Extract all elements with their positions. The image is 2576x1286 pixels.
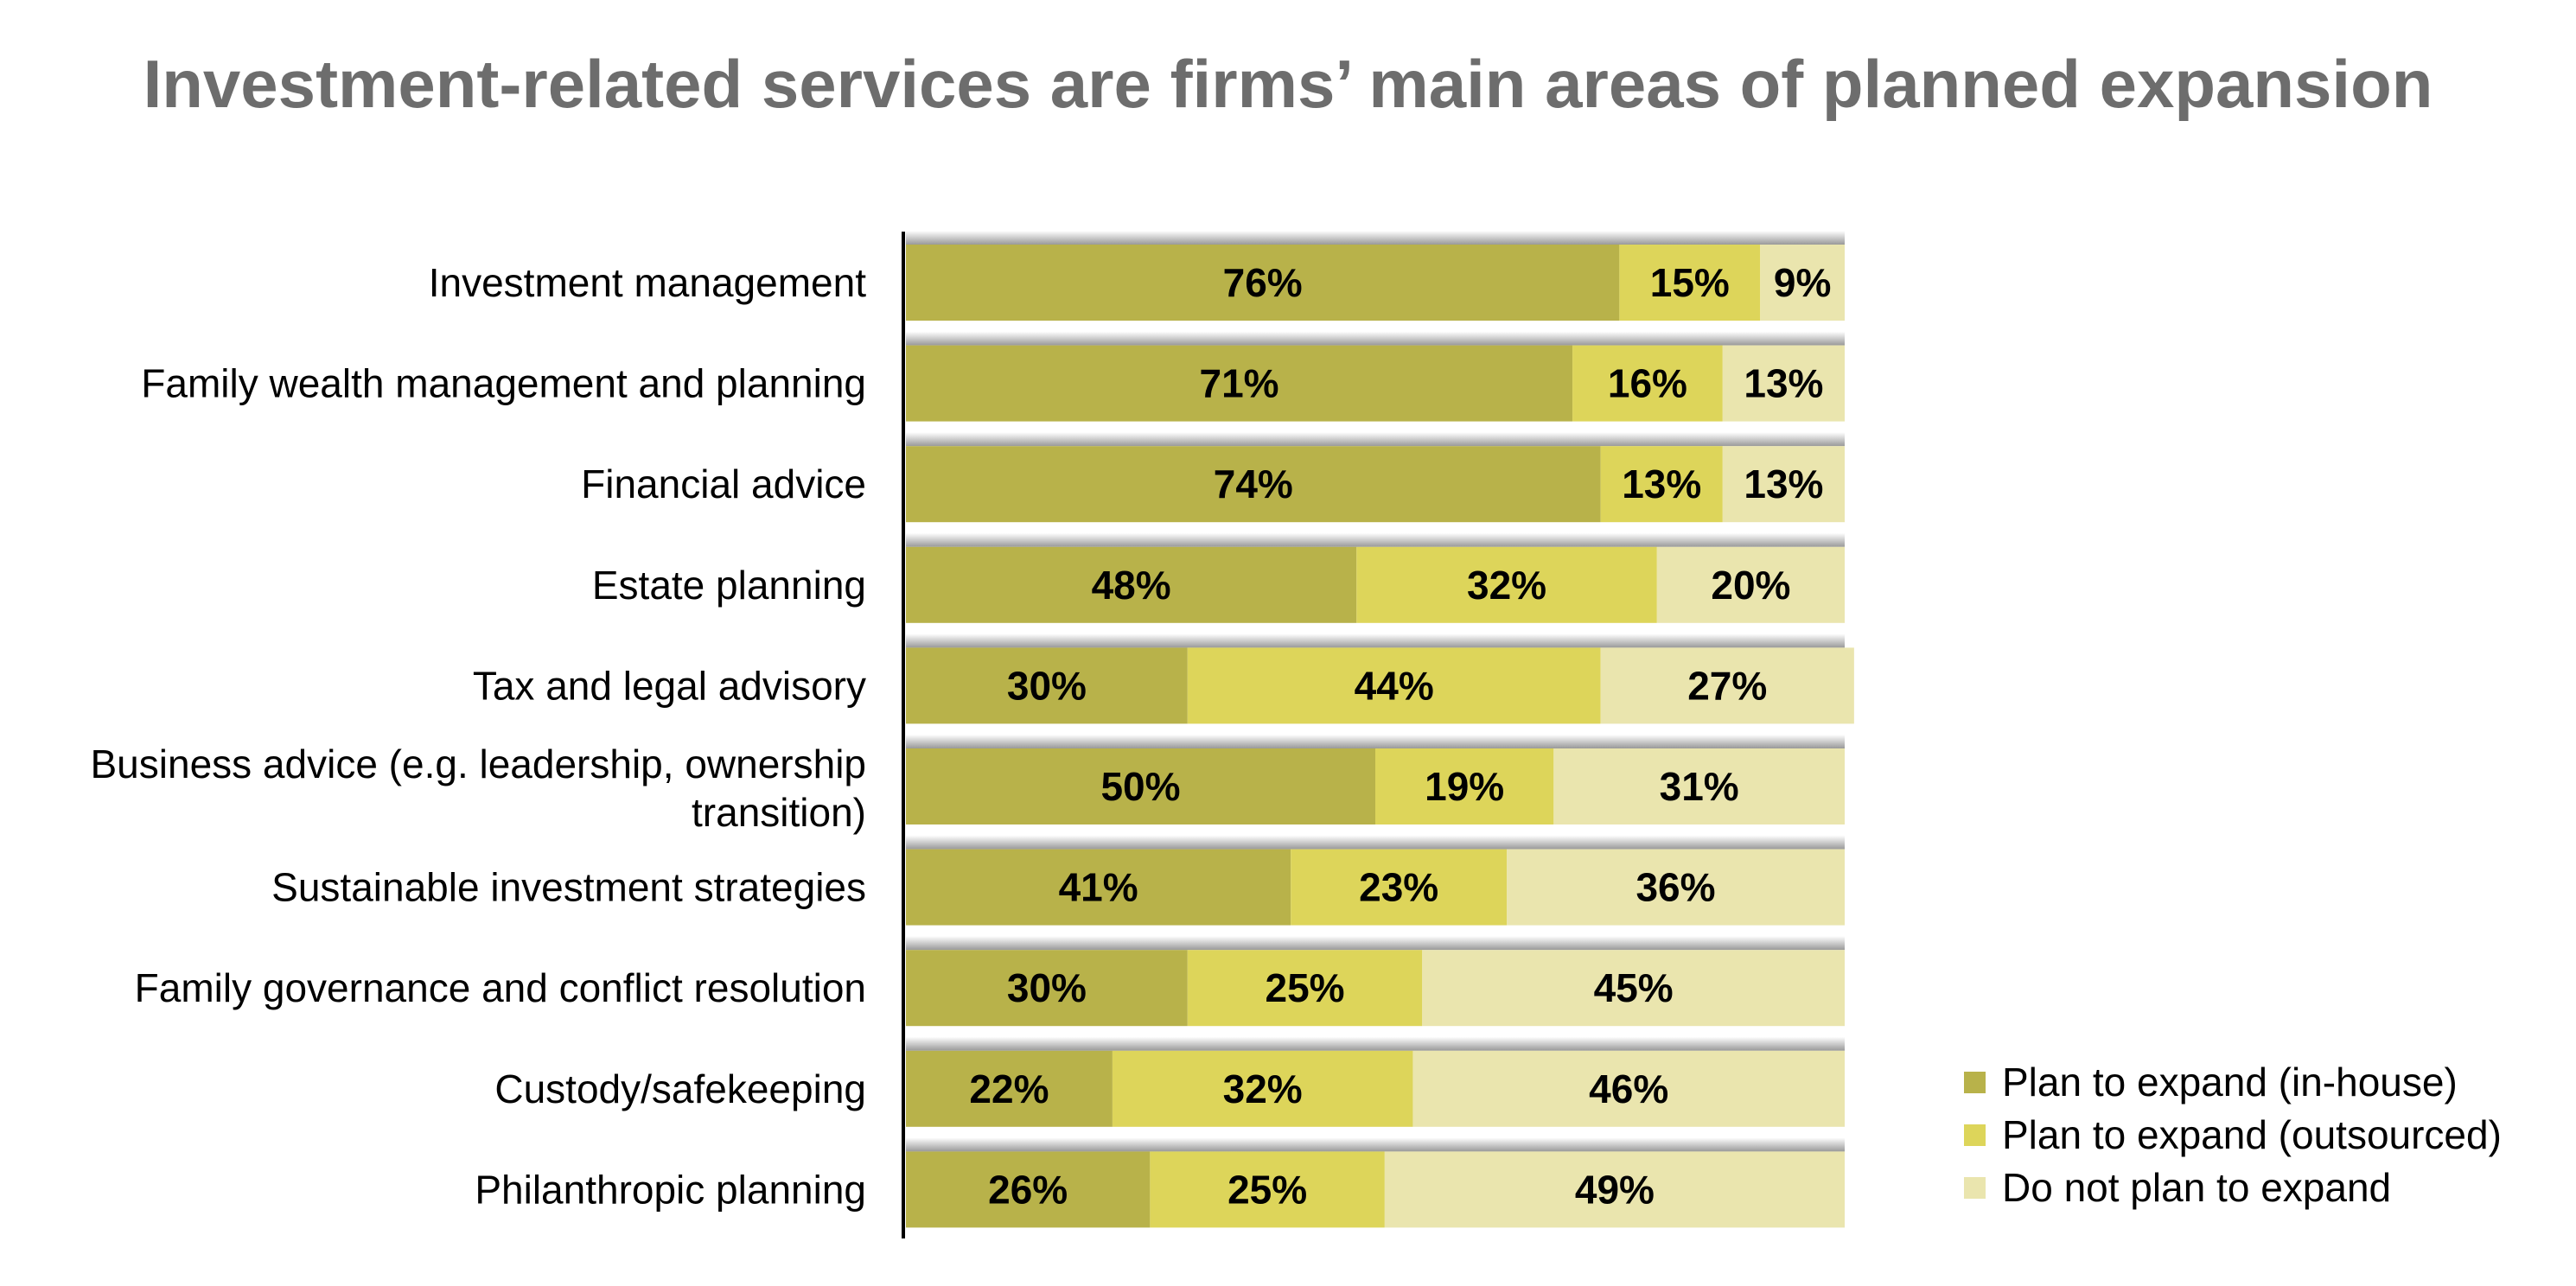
legend-label: Plan to expand (in-house) xyxy=(2002,1060,2458,1105)
data-label: 31% xyxy=(1660,764,1739,809)
data-label: 22% xyxy=(969,1066,1049,1111)
data-label: 16% xyxy=(1608,361,1687,406)
data-label: 74% xyxy=(1214,462,1293,506)
data-label: 13% xyxy=(1622,462,1701,506)
data-label: 25% xyxy=(1227,1167,1307,1212)
data-label: 76% xyxy=(1223,260,1303,305)
data-label: 32% xyxy=(1467,563,1546,608)
data-label: 23% xyxy=(1359,865,1438,910)
bar-segment xyxy=(1619,245,1761,321)
data-label: 27% xyxy=(1687,663,1767,708)
data-label: 46% xyxy=(1589,1066,1668,1111)
bar-shadow xyxy=(906,735,1845,748)
bar-segment xyxy=(1760,245,1845,321)
data-label: 15% xyxy=(1650,260,1730,305)
legend-swatch xyxy=(1964,1177,1986,1199)
data-label: 13% xyxy=(1744,361,1823,406)
bar-segment xyxy=(906,546,1357,623)
data-label: 30% xyxy=(1007,663,1087,708)
data-label: 49% xyxy=(1575,1167,1655,1212)
bar-shadow xyxy=(906,936,1845,951)
bar-segment xyxy=(906,748,1375,824)
bar-segment xyxy=(906,950,1188,1027)
bar-segment xyxy=(1572,345,1723,422)
category-label: Family governance and conflict resolutio… xyxy=(135,965,866,1010)
bar-segment xyxy=(1150,1151,1385,1228)
bar-shadow xyxy=(906,835,1845,850)
bar-segment xyxy=(906,1050,1113,1127)
bar-segment xyxy=(1600,647,1854,724)
bar-shadow xyxy=(906,432,1845,447)
bar-segment xyxy=(1722,345,1845,422)
data-label: 44% xyxy=(1355,663,1434,708)
bar-segment xyxy=(1112,1050,1413,1127)
bar-segment xyxy=(1422,950,1845,1027)
data-label: 25% xyxy=(1266,965,1345,1010)
bar-shadow xyxy=(906,1036,1845,1051)
bar-segment xyxy=(906,245,1620,321)
category-label: Estate planning xyxy=(592,563,866,608)
bar-shadow xyxy=(906,331,1845,346)
bar-segment xyxy=(1507,849,1845,926)
data-label: 19% xyxy=(1425,764,1504,809)
bar-segment xyxy=(1187,950,1423,1027)
bar-segment xyxy=(906,647,1188,724)
category-label: Custody/safekeeping xyxy=(494,1066,866,1111)
bar-segment xyxy=(1291,849,1508,926)
category-label: Philanthropic planning xyxy=(475,1167,866,1212)
bar-segment xyxy=(906,345,1573,422)
data-label: 45% xyxy=(1594,965,1674,1010)
bar-segment xyxy=(1356,546,1657,623)
category-label: Investment management xyxy=(429,260,866,305)
data-label: 20% xyxy=(1711,563,1790,608)
bar-segment xyxy=(906,849,1291,926)
bar-segment xyxy=(1656,546,1845,623)
category-label: Tax and legal advisory xyxy=(473,663,866,708)
bar-segment xyxy=(1553,748,1845,824)
bar-shadow xyxy=(906,231,1845,245)
bar-segment xyxy=(1187,647,1601,724)
bar-segment xyxy=(1375,748,1554,824)
bar-segment xyxy=(1384,1151,1845,1228)
data-label: 9% xyxy=(1774,260,1831,305)
bar-segment xyxy=(906,446,1601,523)
data-label: 71% xyxy=(1199,361,1278,406)
data-label: 41% xyxy=(1059,865,1138,910)
bar-segment xyxy=(1600,446,1723,523)
data-label: 36% xyxy=(1636,865,1715,910)
category-label: Business advice (e.g. leadership, owners… xyxy=(91,742,867,835)
legend-label: Plan to expand (outsourced) xyxy=(2002,1112,2502,1157)
bar-segment xyxy=(906,1151,1151,1228)
chart-title: Investment-related services are firms’ m… xyxy=(143,46,2433,122)
bar-shadow xyxy=(906,1137,1845,1152)
data-label: 26% xyxy=(988,1167,1068,1212)
data-label: 48% xyxy=(1092,563,1171,608)
data-label: 30% xyxy=(1007,965,1087,1010)
bar-shadow xyxy=(906,532,1845,547)
category-label: Family wealth management and planning xyxy=(141,361,866,406)
data-label: 32% xyxy=(1223,1066,1303,1111)
bar-segment xyxy=(1412,1050,1845,1127)
category-label: Financial advice xyxy=(581,462,866,506)
category-label: Sustainable investment strategies xyxy=(271,865,866,910)
bar-segment xyxy=(1722,446,1845,523)
data-label: 50% xyxy=(1100,764,1180,809)
legend-swatch xyxy=(1964,1124,1986,1146)
bar-shadow xyxy=(906,633,1845,648)
legend-label: Do not plan to expand xyxy=(2002,1165,2391,1210)
legend-swatch xyxy=(1964,1072,1986,1093)
data-label: 13% xyxy=(1744,462,1823,506)
